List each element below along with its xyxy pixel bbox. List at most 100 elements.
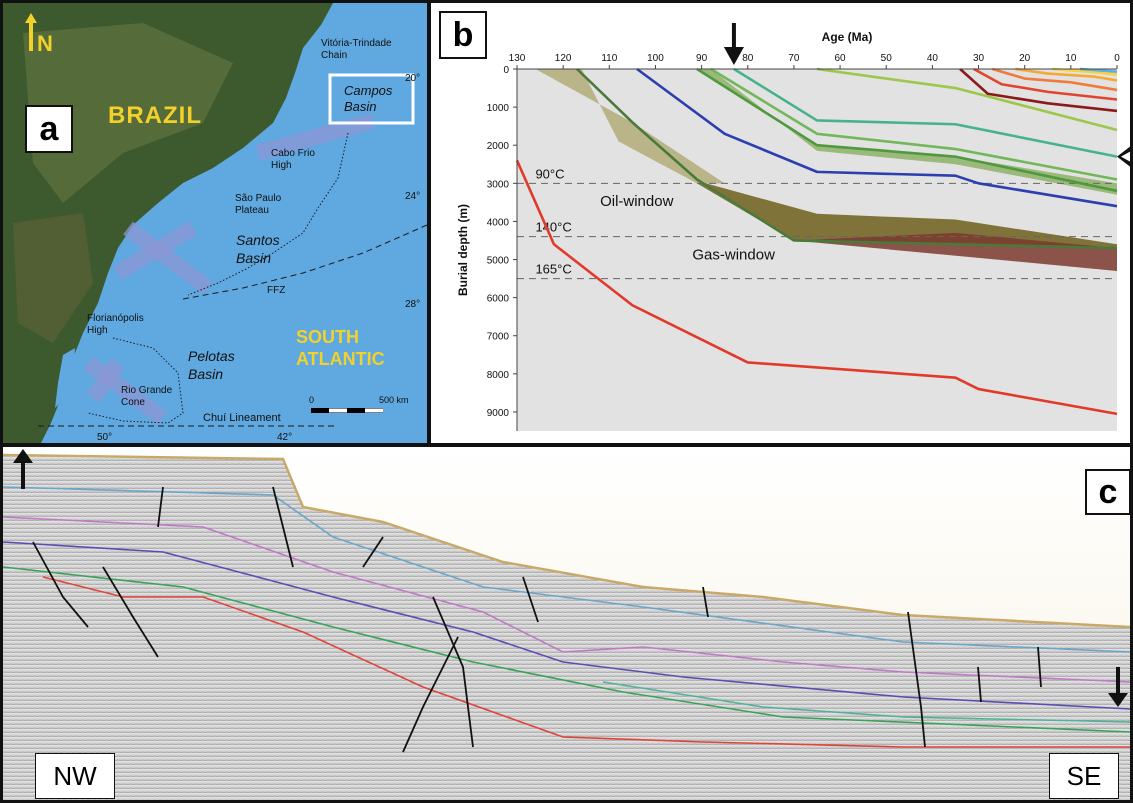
series-line-11 bbox=[1052, 67, 1118, 77]
basin-outlines bbox=[87, 132, 349, 424]
cabofrio-label-1: Cabo Frio bbox=[271, 148, 315, 159]
lat-24: 24° bbox=[405, 191, 420, 202]
x-tick-label-120: 120 bbox=[555, 53, 572, 64]
seismic-horizons bbox=[3, 486, 1130, 748]
saopaulo-label-2: Plateau bbox=[235, 205, 269, 216]
series-line-5 bbox=[733, 67, 1118, 158]
isotherm-label-1: 140°C bbox=[535, 220, 571, 235]
isotherm-label-0: 90°C bbox=[535, 166, 564, 181]
series-line-3 bbox=[696, 67, 1118, 193]
north-label: N bbox=[37, 31, 53, 56]
series-line-4 bbox=[710, 67, 1118, 181]
scale-zero: 0 bbox=[309, 395, 314, 405]
x-tick-label-80: 80 bbox=[742, 53, 754, 64]
lagoon bbox=[55, 348, 75, 408]
panel-letter-c: c bbox=[1085, 469, 1130, 515]
series-line-10 bbox=[1015, 67, 1118, 82]
fault-lines bbox=[32, 486, 1042, 753]
y-tick-label-8000: 8000 bbox=[487, 370, 510, 381]
pelotas-label-2: Basin bbox=[188, 366, 223, 382]
campos-label-1: Campos bbox=[344, 83, 393, 98]
floripa-label-2: High bbox=[87, 325, 108, 336]
saopaulo-label-1: São Paulo bbox=[235, 193, 282, 204]
age-marker-arrow-icon bbox=[723, 23, 744, 65]
map-figure: N BRAZIL Vitória-Trindade Chain Campos B… bbox=[3, 3, 427, 443]
burial-history-panel: 90°C 140°C 165°C Oil-window Gas-window 130 12… bbox=[428, 0, 1133, 446]
map-panel: N BRAZIL Vitória-Trindade Chain Campos B… bbox=[0, 0, 430, 446]
x-tick-label-10: 10 bbox=[1065, 53, 1077, 64]
y-tick-label-1000: 1000 bbox=[487, 103, 510, 114]
y-tick-label-9000: 9000 bbox=[487, 408, 510, 419]
x-tick-label-100: 100 bbox=[647, 53, 664, 64]
scale-bar bbox=[311, 408, 383, 413]
x-tick-label-90: 90 bbox=[696, 53, 708, 64]
santos-label-1: Santos bbox=[236, 232, 280, 248]
x-tick-label-40: 40 bbox=[927, 53, 939, 64]
y-tick-label-5000: 5000 bbox=[487, 256, 510, 267]
santos-label-2: Basin bbox=[236, 250, 271, 266]
up-arrow-icon bbox=[13, 449, 33, 489]
land-texture bbox=[23, 23, 233, 203]
ocean-label-2: ATLANTIC bbox=[296, 349, 385, 369]
lon-50: 50° bbox=[97, 432, 112, 443]
floripa-label-1: Florianópolis bbox=[87, 313, 144, 324]
riogrande-label-2: Cone bbox=[121, 397, 145, 408]
seismic-section bbox=[3, 447, 1130, 800]
lon-42: 42° bbox=[277, 432, 292, 443]
window-label-1: Gas-window bbox=[692, 247, 775, 264]
x-tick-label-130: 130 bbox=[509, 53, 526, 64]
se-label: SE bbox=[1049, 753, 1119, 799]
x-tick-label-60: 60 bbox=[835, 53, 847, 64]
x-tick-label-70: 70 bbox=[788, 53, 800, 64]
y-axis-label: Burial depth (m) bbox=[456, 204, 470, 296]
x-tick-label-20: 20 bbox=[1019, 53, 1031, 64]
isotherm-label-2: 165°C bbox=[535, 262, 571, 277]
band-oil-window bbox=[697, 183, 1117, 249]
y-tick-label-7000: 7000 bbox=[487, 332, 510, 343]
x-tick-label-50: 50 bbox=[881, 53, 893, 64]
series-line-2 bbox=[636, 67, 1118, 208]
down-arrow-icon bbox=[1108, 667, 1128, 707]
y-tick-label-6000: 6000 bbox=[487, 294, 510, 305]
chain-label-1: Vitória-Trindade bbox=[321, 38, 392, 49]
campos-basin-box bbox=[328, 73, 415, 125]
seafloor-line bbox=[3, 453, 1130, 629]
north-arrow-icon bbox=[25, 13, 37, 51]
land-texture-2 bbox=[13, 213, 93, 343]
riogrande-label-1: Rio Grande bbox=[121, 385, 173, 396]
series-line-6 bbox=[816, 67, 1118, 132]
ocean-label-1: SOUTH bbox=[296, 327, 359, 347]
pelotas-label-1: Pelotas bbox=[188, 348, 235, 364]
band-early-olive bbox=[535, 69, 725, 184]
cabofrio-label-2: High bbox=[271, 160, 292, 171]
lineaments bbox=[38, 224, 427, 427]
scale-km: 500 km bbox=[379, 395, 409, 405]
series-line-1 bbox=[576, 68, 1118, 250]
y-tick-label-0: 0 bbox=[503, 65, 509, 76]
series-line-7 bbox=[959, 68, 1118, 113]
lat-20: 20° bbox=[405, 73, 420, 84]
nw-label: NW bbox=[35, 753, 115, 799]
chain-label-2: Chain bbox=[321, 50, 347, 61]
x-tick-label-0: 0 bbox=[1114, 53, 1120, 64]
depth-marker-arrow-icon bbox=[1117, 146, 1130, 167]
panel-letter-b: b bbox=[439, 11, 487, 59]
country-label: BRAZIL bbox=[108, 102, 202, 129]
series-line-9 bbox=[992, 67, 1118, 92]
y-tick-label-2000: 2000 bbox=[487, 141, 510, 152]
series-line-8 bbox=[973, 67, 1118, 101]
series-line-0 bbox=[515, 159, 1118, 416]
x-tick-label-30: 30 bbox=[973, 53, 985, 64]
campos-label-2: Basin bbox=[344, 99, 377, 114]
structural-highs bbox=[83, 113, 376, 425]
y-tick-label-4000: 4000 bbox=[487, 217, 510, 228]
y-tick-label-3000: 3000 bbox=[487, 179, 510, 190]
panel-letter-a: a bbox=[25, 105, 73, 153]
burial-history-chart: 90°C 140°C 165°C Oil-window Gas-window 130 12… bbox=[456, 23, 1130, 431]
ffz-label: FFZ bbox=[267, 285, 285, 296]
seismic-section-panel: c NW SE bbox=[0, 444, 1133, 803]
chui-label: Chuí Lineament bbox=[203, 412, 281, 424]
x-axis-label: Age (Ma) bbox=[822, 30, 873, 44]
x-tick-label-110: 110 bbox=[601, 53, 617, 64]
window-label-0: Oil-window bbox=[600, 193, 674, 210]
